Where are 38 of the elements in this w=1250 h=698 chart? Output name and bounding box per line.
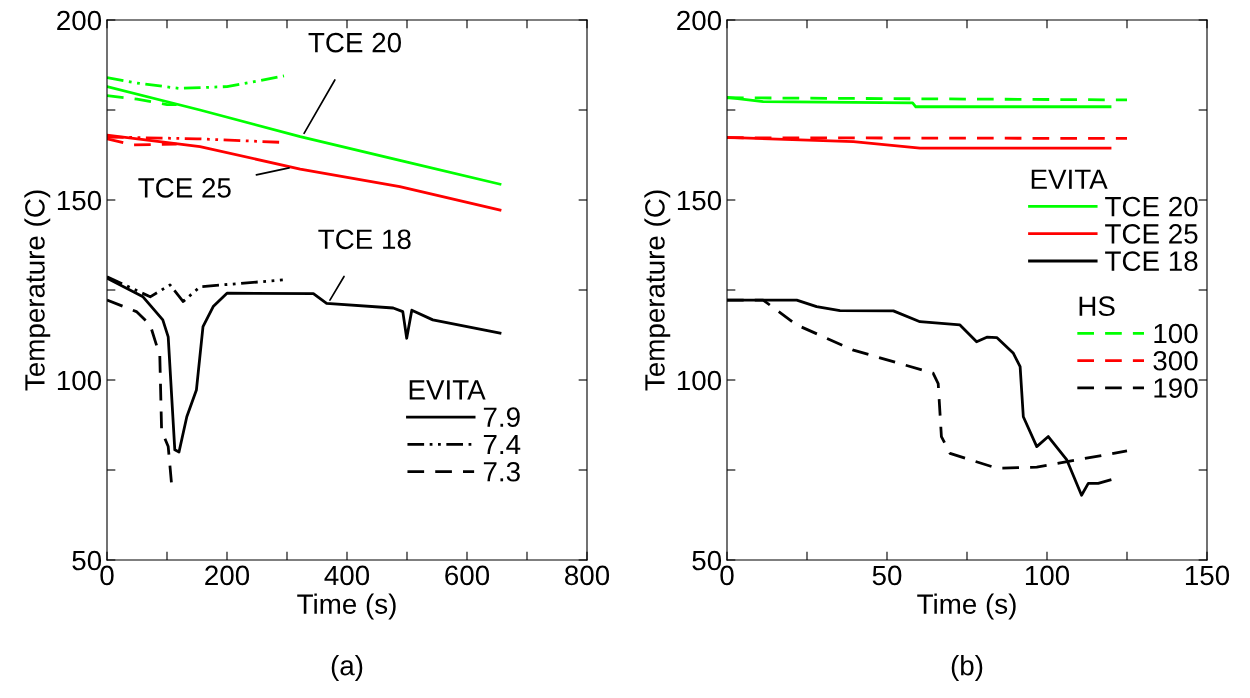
y-tick-label: 100 xyxy=(57,370,102,391)
legend-label: 7.3 xyxy=(483,461,520,482)
x-tick-label: 200 xyxy=(205,565,250,586)
y-axis-title: Temperature (C) xyxy=(644,190,671,391)
legend-label: TCE 18 xyxy=(1105,251,1198,271)
y-tick-label: 200 xyxy=(57,10,102,31)
x-tick-label: 400 xyxy=(324,565,370,586)
text: EVITA xyxy=(409,380,486,400)
annotation: TCE 20 xyxy=(308,32,401,53)
y-tick-label: 50 xyxy=(692,550,722,571)
legend-label: 7.9 xyxy=(483,407,520,428)
x-tick-label: 600 xyxy=(445,565,490,586)
annotation: TCE 18 xyxy=(318,229,411,250)
legend-label: 190 xyxy=(1154,378,1198,398)
text: (a) xyxy=(331,655,363,681)
y-tick-label: 150 xyxy=(57,190,102,211)
y-tick-label: 200 xyxy=(677,10,722,31)
legend-label: 100 xyxy=(1154,323,1198,344)
legend-label: 300 xyxy=(1153,350,1198,371)
y-tick-label: 50 xyxy=(72,550,102,571)
x-tick-label: 0 xyxy=(100,565,114,586)
x-tick-label: 800 xyxy=(565,565,610,586)
legend-label: TCE 20 xyxy=(1105,196,1198,217)
x-axis-title: Time (s) xyxy=(917,593,1016,620)
x-axis-title: Time (s) xyxy=(297,593,396,620)
annotation: TCE 25 xyxy=(138,178,231,198)
x-tick-label: 0 xyxy=(720,565,734,586)
text: EVITA xyxy=(1031,169,1108,189)
x-tick-label: 100 xyxy=(1025,565,1070,586)
legend-label: 7.4 xyxy=(483,434,521,455)
text: (b) xyxy=(951,655,983,681)
y-axis-title: Temperature (C) xyxy=(24,190,51,391)
x-tick-label: 50 xyxy=(872,565,902,586)
legend-label: TCE 25 xyxy=(1105,224,1198,244)
text: HS xyxy=(1079,296,1115,317)
y-tick-label: 100 xyxy=(677,370,722,391)
x-tick-label: 150 xyxy=(1185,565,1230,586)
y-tick-label: 150 xyxy=(677,190,722,211)
